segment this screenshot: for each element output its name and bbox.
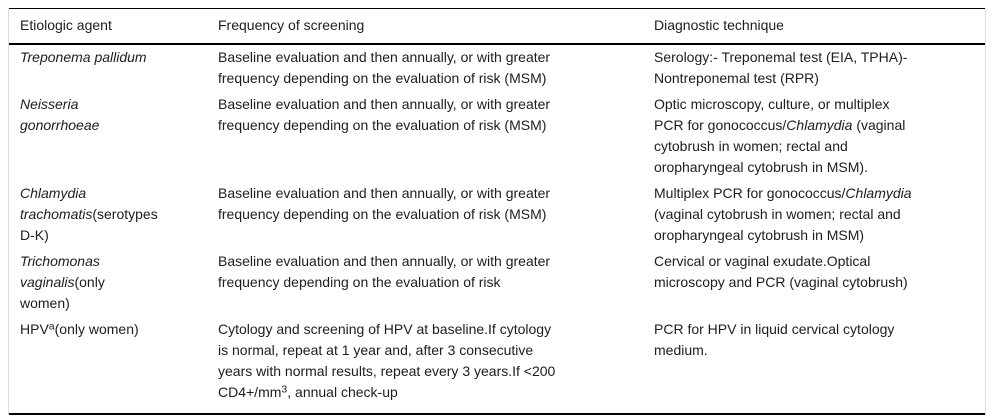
italic-text: trachomatis: [20, 206, 93, 222]
text-segment: PCR for gonococcus/: [654, 117, 787, 133]
technique-cell: Serology:- Treponemal test (EIA, TPHA)- N…: [654, 44, 985, 92]
table-row: Neisseria gonorrhoeae Baseline evaluation …: [9, 92, 985, 181]
text-segment: oropharyngeal cytobrush in MSM): [654, 227, 865, 243]
frequency-cell: Baseline evaluation and then annually, o…: [218, 92, 654, 181]
column-header-etiologic-agent: Etiologic agent: [9, 8, 218, 45]
technique-cell: PCR for HPV in liquid cervical cytology m…: [654, 317, 985, 415]
column-header-frequency-of-screening: Frequency of screening: [218, 8, 654, 45]
text-segment: years with normal results, repeat every …: [218, 363, 556, 379]
text-segment: (serotypes: [92, 206, 158, 222]
sti-screening-table: Etiologic agent Frequency of screening D…: [9, 8, 985, 415]
text-segment: Baseline evaluation and then annually, o…: [218, 49, 551, 65]
text-segment: Cervical or vaginal exudate.Optical: [654, 253, 871, 269]
text-segment: (only: [74, 274, 105, 290]
italic-text: vaginalis: [20, 274, 75, 290]
text-segment: is normal, repeat at 1 year and, after 3…: [218, 342, 534, 358]
text-segment: frequency depending on the evaluation of…: [218, 70, 547, 86]
frequency-cell: Baseline evaluation and then annually, o…: [218, 181, 654, 249]
italic-text: gonorrhoeae: [20, 117, 100, 133]
header-row: Etiologic agent Frequency of screening D…: [9, 8, 985, 45]
agent-cell: Chlamydia trachomatis(serotypes D-K): [9, 181, 218, 249]
screening-table: Etiologic agent Frequency of screening D…: [8, 8, 986, 415]
italic-text: Chlamydia: [845, 185, 912, 201]
text-segment: (only women): [54, 321, 139, 337]
text-segment: women): [20, 295, 70, 311]
text-segment: HPV: [20, 321, 49, 337]
technique-cell: Cervical or vaginal exudate.Optical micro…: [654, 249, 985, 317]
agent-cell: HPVa(only women): [9, 317, 218, 415]
agent-cell: Trichomonas vaginalis(only women): [9, 249, 218, 317]
text-segment: Baseline evaluation and then annually, o…: [218, 253, 551, 269]
agent-cell: Treponema pallidum: [9, 44, 218, 92]
italic-text: Treponema pallidum: [20, 49, 147, 65]
italic-text: Chlamydia: [786, 117, 853, 133]
superscript-text: a: [48, 320, 55, 333]
text-segment: microscopy and PCR (vaginal cytobrush): [654, 274, 908, 290]
text-segment: CD4+/mm: [218, 384, 282, 400]
text-segment: Multiplex PCR for gonococcus/: [654, 185, 846, 201]
technique-cell: Optic microscopy, culture, or multiplex P…: [654, 92, 985, 181]
text-segment: (vaginal: [852, 117, 906, 133]
frequency-cell: Baseline evaluation and then annually, o…: [218, 249, 654, 317]
table-row: Trichomonas vaginalis(only women) Baseline …: [9, 249, 985, 317]
text-segment: PCR for HPV in liquid cervical cytology: [654, 321, 895, 337]
text-segment: Optic microscopy, culture, or multiplex: [654, 96, 890, 112]
italic-text: Trichomonas: [20, 253, 100, 269]
superscript-text: 3: [281, 383, 288, 396]
table-row: HPVa(only women) Cytology and screening o…: [9, 317, 985, 415]
italic-text: Chlamydia: [20, 185, 87, 201]
text-segment: Baseline evaluation and then annually, o…: [218, 185, 551, 201]
italic-text: Neisseria: [20, 96, 79, 112]
text-segment: , annual check-up: [287, 384, 398, 400]
text-segment: frequency depending on the evaluation of…: [218, 206, 547, 222]
text-segment: D-K): [20, 227, 49, 243]
agent-cell: Neisseria gonorrhoeae: [9, 92, 218, 181]
text-segment: Nontreponemal test (RPR): [654, 70, 819, 86]
frequency-cell: Cytology and screening of HPV at baselin…: [218, 317, 654, 415]
text-segment: frequency depending on the evaluation of…: [218, 274, 501, 290]
technique-cell: Multiplex PCR for gonococcus/Chlamydia (v…: [654, 181, 985, 249]
text-segment: Serology:- Treponemal test (EIA, TPHA)-: [654, 49, 908, 65]
text-segment: medium.: [654, 342, 708, 358]
text-segment: Cytology and screening of HPV at baselin…: [218, 321, 552, 337]
text-segment: cytobrush in women; rectal and: [654, 138, 848, 154]
table-row: Chlamydia trachomatis(serotypes D-K) Baseli…: [9, 181, 985, 249]
text-segment: oropharyngeal cytobrush in MSM).: [654, 159, 868, 175]
text-segment: (vaginal cytobrush in women; rectal and: [654, 206, 901, 222]
column-header-diagnostic-technique: Diagnostic technique: [654, 8, 985, 45]
frequency-cell: Baseline evaluation and then annually, o…: [218, 44, 654, 92]
table-row: Treponema pallidum Baseline evaluation an…: [9, 44, 985, 92]
table-body: Treponema pallidum Baseline evaluation an…: [9, 44, 985, 415]
text-segment: frequency depending on the evaluation of…: [218, 117, 547, 133]
text-segment: Baseline evaluation and then annually, o…: [218, 96, 551, 112]
